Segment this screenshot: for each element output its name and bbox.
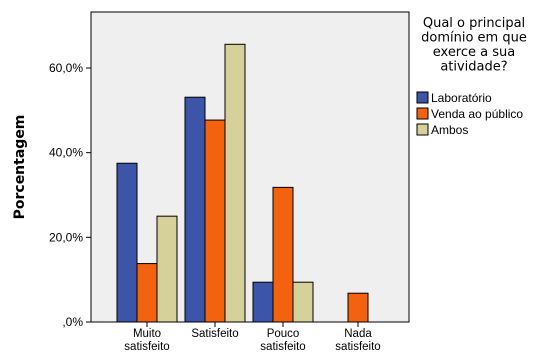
x-category-label: satisfeito — [335, 341, 380, 353]
x-category-label: satisfeito — [260, 341, 305, 353]
y-tick-label: 20,0% — [49, 230, 83, 244]
bar-ambos — [224, 43, 246, 323]
legend-title-line: atividade? — [440, 60, 507, 75]
x-category-label: Muito — [133, 328, 161, 340]
bar-ambos — [156, 215, 178, 323]
y-tick-label: ,0% — [62, 315, 83, 329]
legend-title-line: domínio em que — [421, 31, 527, 46]
x-category-label: Nada — [344, 328, 372, 340]
legend-label: Ambos — [431, 123, 468, 137]
legend-title-line: Qual o principal — [423, 16, 525, 31]
legend-label: Laboratório — [431, 91, 492, 105]
x-category-label: Pouco — [267, 328, 300, 340]
legend-title-line: exerce a sua — [433, 45, 515, 60]
bar-laborat-rio — [184, 96, 206, 323]
legend-swatch — [416, 107, 429, 120]
bar-venda-ao-p-blico — [272, 186, 294, 323]
legend-swatch — [416, 91, 429, 104]
bar-venda-ao-p-blico — [204, 119, 226, 323]
bar-ambos — [292, 281, 314, 323]
x-category-label: satisfeito — [124, 341, 169, 353]
y-tick-label: 60,0% — [49, 61, 83, 75]
bar-venda-ao-p-blico — [136, 263, 158, 323]
y-tick-label: 40,0% — [49, 146, 83, 160]
legend-swatch — [416, 123, 429, 136]
bar-laborat-rio — [252, 281, 274, 323]
legend-label: Venda ao público — [431, 107, 523, 121]
y-axis-label: Porcentagem — [12, 115, 28, 220]
x-category-label: Satisfeito — [191, 328, 238, 340]
bar-laborat-rio — [116, 162, 138, 323]
bar-venda-ao-p-blico — [347, 292, 369, 323]
